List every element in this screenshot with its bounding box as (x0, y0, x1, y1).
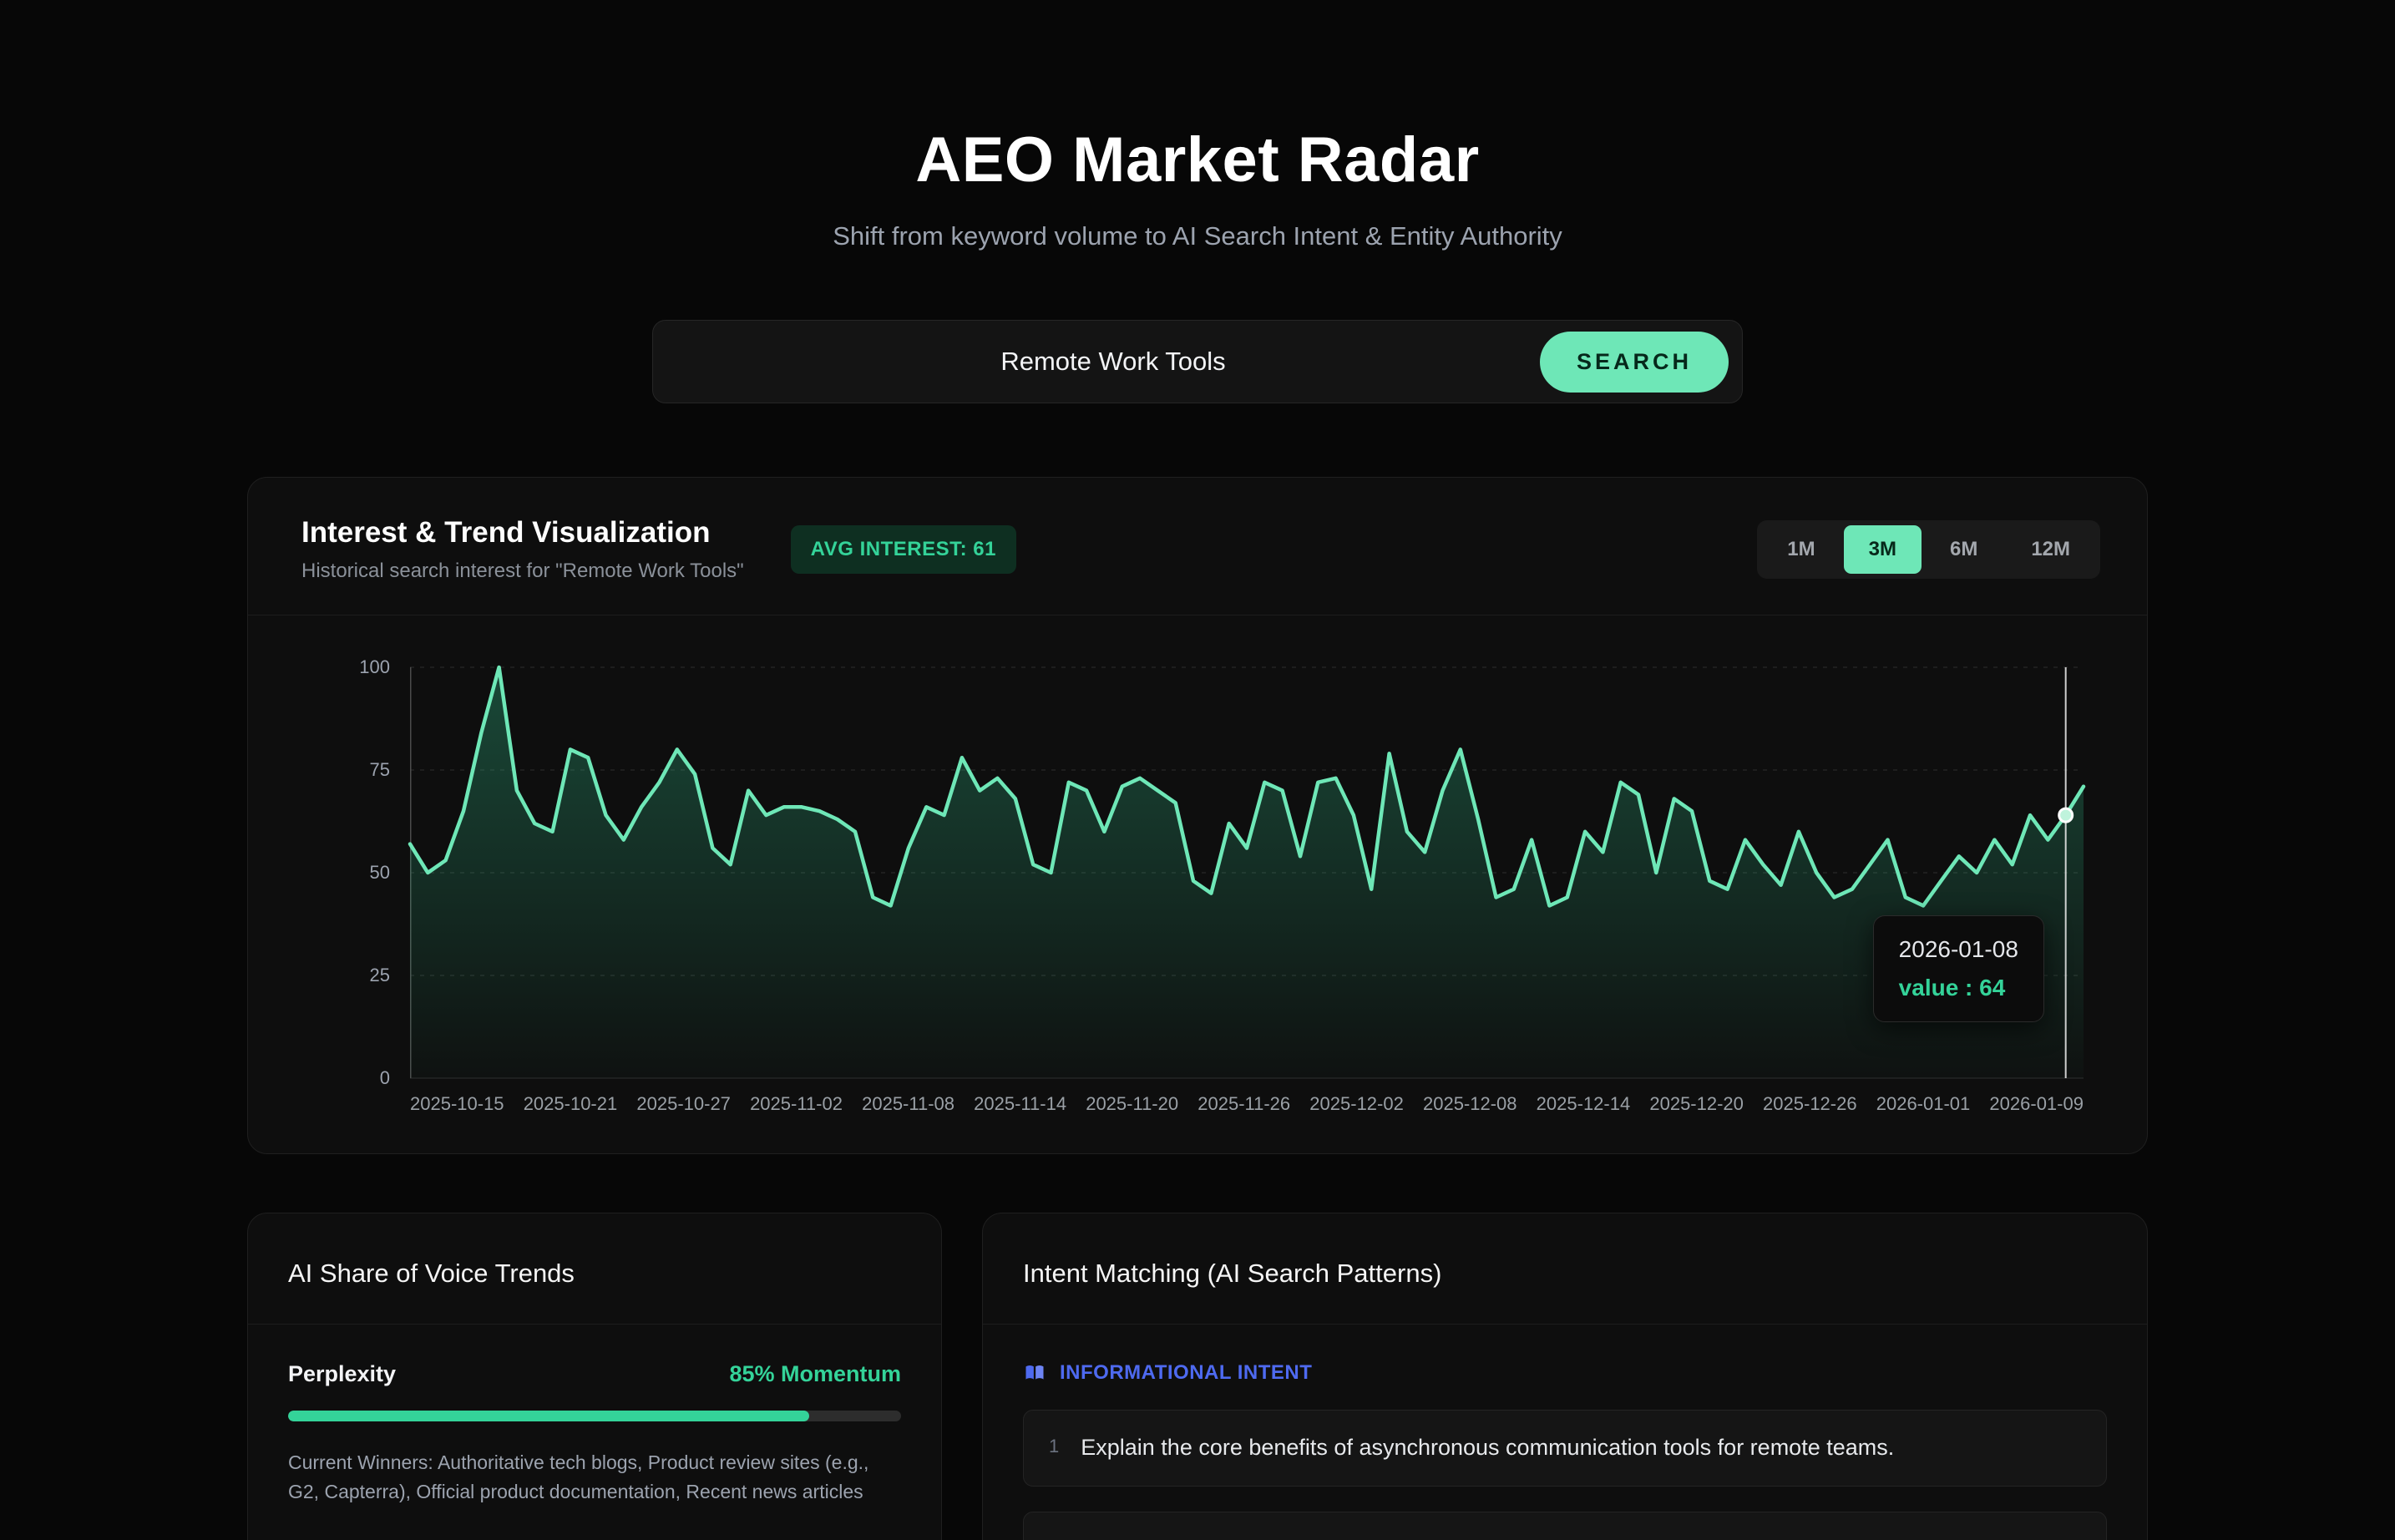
x-tick-label: 2025-11-14 (974, 1093, 1067, 1114)
chart-tooltip: 2026-01-08 value : 64 (1872, 915, 2044, 1023)
range-button-12m[interactable]: 12M (2006, 525, 2095, 574)
x-tick-label: 2025-10-15 (410, 1093, 504, 1114)
intent-card-divider (983, 1324, 2147, 1325)
intent-item[interactable]: 2 What are the essential cybersecurity pr… (1023, 1511, 2107, 1540)
range-button-3m[interactable]: 3M (1843, 525, 1922, 574)
x-tick-label: 2026-01-09 (1989, 1093, 2084, 1114)
intent-card: Intent Matching (AI Search Patterns) INF… (982, 1213, 2148, 1540)
search-input[interactable] (686, 347, 1540, 377)
engine-name: Perplexity (288, 1361, 397, 1386)
book-icon (1025, 1365, 1044, 1380)
x-tick-label: 2025-11-26 (1198, 1093, 1291, 1114)
trend-card: Interest & Trend Visualization Historica… (247, 477, 2148, 1154)
x-tick-label: 2025-10-27 (636, 1093, 731, 1114)
share-card-description: Current Winners: Authoritative tech blog… (288, 1451, 869, 1502)
search-button[interactable]: SEARCH (1539, 331, 1729, 393)
y-tick-label: 50 (369, 862, 390, 883)
intent-section-label: INFORMATIONAL INTENT (1060, 1361, 1313, 1384)
momentum-bar-track (288, 1411, 901, 1421)
x-axis-labels: 2025-10-15 2025-10-21 2025-10-27 2025-11-02… (410, 1093, 2084, 1115)
trend-card-header: Interest & Trend Visualization Historica… (248, 478, 2147, 615)
x-tick-label: 2026-01-01 (1876, 1093, 1971, 1114)
intent-section-header: INFORMATIONAL INTENT (1023, 1361, 2107, 1385)
x-tick-label: 2025-11-02 (750, 1093, 843, 1114)
momentum-value: 85% Momentum (729, 1361, 901, 1386)
x-tick-label: 2025-12-14 (1536, 1093, 1631, 1114)
share-card-title: AI Share of Voice Trends (288, 1259, 575, 1288)
trend-chart[interactable]: 2026-01-08 value : 64 2025-10-15 2025-10-… (359, 656, 2086, 1115)
x-tick-label: 2025-11-08 (862, 1093, 955, 1114)
intent-item-text: Explain the core benefits of asynchronou… (1081, 1435, 1895, 1460)
x-tick-label: 2025-10-21 (523, 1093, 618, 1114)
x-tick-label: 2025-12-02 (1309, 1093, 1404, 1114)
intent-card-title: Intent Matching (AI Search Patterns) (1023, 1259, 1442, 1288)
trend-title: Interest & Trend Visualization (301, 516, 711, 549)
y-tick-label: 25 (369, 965, 390, 985)
y-tick-label: 100 (359, 656, 390, 677)
chart-cursor-dot (2058, 807, 2074, 823)
tooltip-value: value : 64 (1898, 975, 2006, 1001)
page-subtitle: Shift from keyword volume to AI Search I… (833, 221, 1562, 251)
momentum-bar-fill (288, 1411, 809, 1421)
tooltip-date: 2026-01-08 (1898, 936, 2018, 963)
x-tick-label: 2025-12-20 (1649, 1093, 1744, 1114)
avg-interest-badge: AVG INTEREST: 61 (790, 525, 1016, 574)
x-tick-label: 2025-12-08 (1422, 1093, 1517, 1114)
intent-items: 1 Explain the core benefits of asynchrono… (1023, 1410, 2107, 1540)
bottom-row: AI Share of Voice Trends Perplexity 85% … (247, 1213, 2148, 1540)
trend-chart-svg (408, 665, 2086, 1079)
share-of-voice-card: AI Share of Voice Trends Perplexity 85% … (247, 1213, 942, 1540)
trend-subtitle: Historical search interest for "Remote W… (301, 560, 744, 582)
range-selector: 1M 3M 6M 12M (1757, 520, 2100, 579)
range-button-1m[interactable]: 1M (1762, 525, 1840, 574)
x-tick-label: 2025-12-26 (1763, 1093, 1857, 1114)
y-tick-label: 0 (379, 1067, 390, 1088)
header: AEO Market Radar Shift from keyword volu… (0, 0, 2395, 251)
intent-item[interactable]: 1 Explain the core benefits of asynchrono… (1023, 1410, 2107, 1487)
intent-item-number: 1 (1049, 1436, 1060, 1456)
intent-item-text: What are the essential cybersecurity pra… (1081, 1534, 2081, 1540)
share-card-divider (248, 1324, 941, 1325)
intent-item-number: 2 (1049, 1534, 1059, 1540)
x-tick-label: 2025-11-20 (1086, 1093, 1179, 1114)
page-title: AEO Market Radar (915, 124, 1480, 195)
search-bar: SEARCH (652, 320, 1743, 403)
y-tick-label: 75 (369, 759, 390, 780)
range-button-6m[interactable]: 6M (1925, 525, 2003, 574)
